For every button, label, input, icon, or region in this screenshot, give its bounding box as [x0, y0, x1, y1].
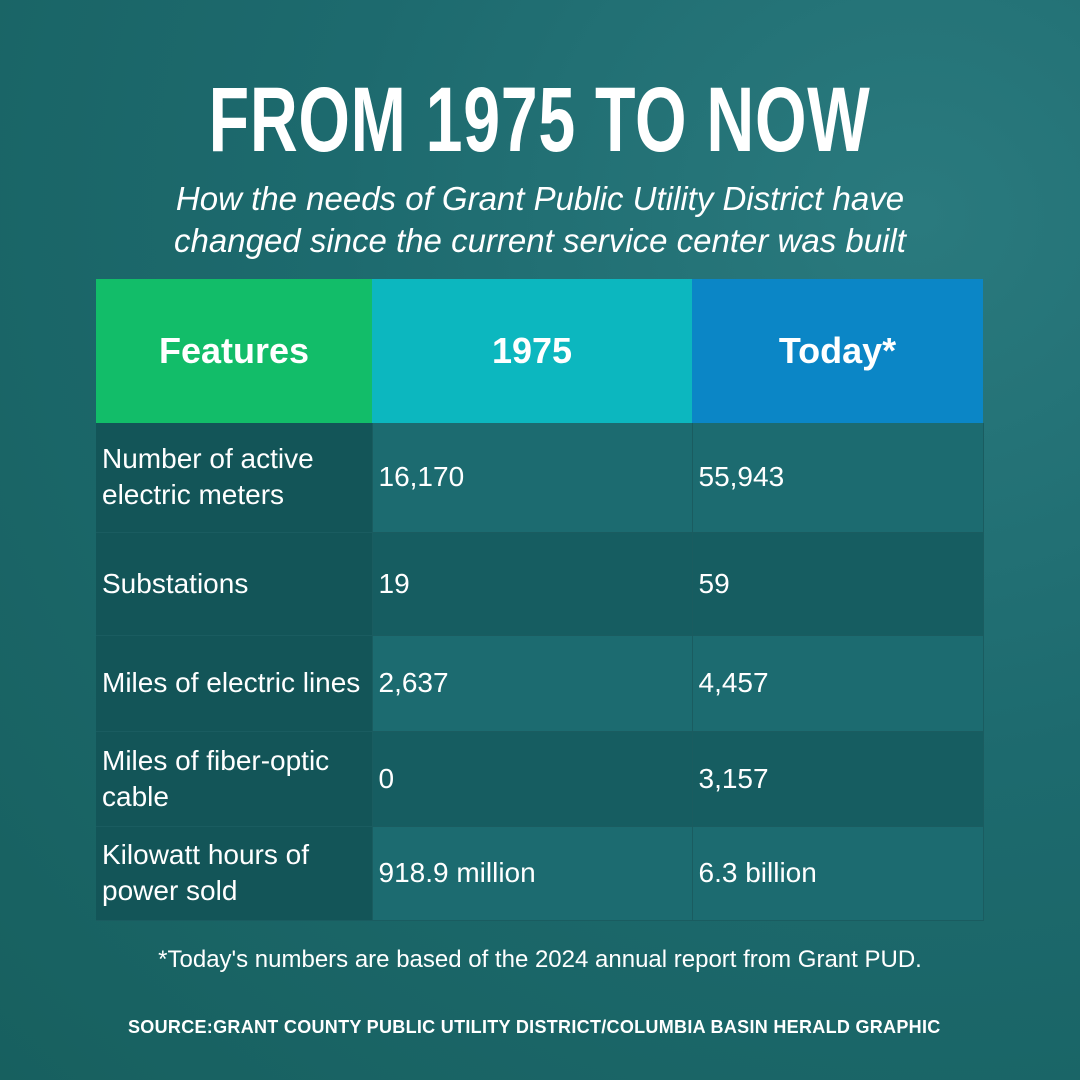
footnote: *Today's numbers are based of the 2024 a…: [158, 946, 922, 973]
cell: 19: [372, 532, 693, 636]
cell: 3,157: [692, 731, 984, 827]
row: Substations 19 59: [96, 532, 984, 636]
title: FROM 1975 TO NOW: [209, 69, 871, 171]
cell: 918.9 million: [372, 826, 693, 921]
header-cell: 1975: [372, 279, 692, 423]
header-cell: Today*: [692, 279, 983, 423]
cell: 16,170: [372, 423, 693, 533]
feature: Miles of electric lines: [96, 635, 373, 732]
header-row: Features 1975 Today*: [96, 279, 983, 423]
cell: 6.3 billion: [692, 826, 984, 921]
feature: Number of active electric meters: [96, 423, 373, 533]
row: Miles of electric lines 2,637 4,457: [96, 635, 984, 732]
feature: Substations: [96, 532, 373, 636]
feature: Miles of fiber-optic cable: [96, 731, 373, 827]
row: Number of active electric meters 16,170 55…: [96, 423, 984, 533]
header-cell: Features: [96, 279, 372, 423]
cell: 55,943: [692, 423, 984, 533]
table: Features 1975 Today* Number of active el…: [96, 279, 984, 921]
cell: 59: [692, 532, 984, 636]
title-wrap: FROM 1975 TO NOW: [0, 68, 1080, 173]
cell: 0: [372, 731, 693, 827]
cell: 4,457: [692, 635, 984, 732]
row: Kilowatt hours of power sold 918.9 millio…: [96, 826, 984, 921]
cell: 2,637: [372, 635, 693, 732]
subtitle: How the needs of Grant Public Utility Di…: [174, 180, 906, 259]
source: SOURCE:GRANT COUNTY PUBLIC UTILITY DISTR…: [128, 1017, 941, 1037]
feature: Kilowatt hours of power sold: [96, 826, 373, 921]
row: Miles of fiber-optic cable 0 3,157: [96, 731, 984, 827]
